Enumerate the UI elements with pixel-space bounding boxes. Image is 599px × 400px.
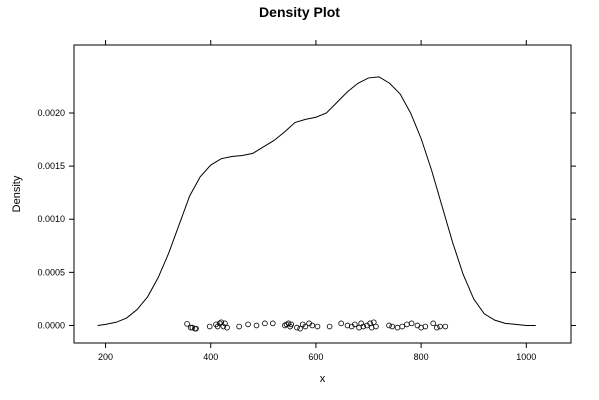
rug-point bbox=[437, 323, 443, 330]
rug-point bbox=[408, 320, 415, 327]
rug-point bbox=[262, 320, 268, 327]
rug-point bbox=[206, 323, 213, 330]
rug-point bbox=[189, 324, 196, 331]
rug-point bbox=[326, 323, 333, 330]
plot-frame bbox=[73, 44, 572, 344]
rug-point bbox=[220, 323, 227, 330]
x-tick-label: 1000 bbox=[516, 352, 536, 362]
rug-point bbox=[184, 321, 190, 327]
rug-point bbox=[224, 324, 230, 331]
x-tick-label: 400 bbox=[203, 352, 218, 362]
y-axis-label: Density bbox=[11, 175, 23, 212]
rug-point bbox=[389, 323, 395, 330]
rug-point bbox=[386, 322, 392, 329]
rug-point bbox=[269, 320, 276, 327]
rug-point bbox=[404, 321, 410, 328]
x-tick-label: 200 bbox=[98, 352, 113, 362]
rug-point bbox=[360, 323, 367, 330]
y-ticks: 0.0000 0.0005 0.0010 0.0015 0.0020 bbox=[37, 108, 576, 330]
rug-point bbox=[422, 323, 429, 330]
rug-point bbox=[442, 323, 449, 330]
x-ticks: 200 400 600 800 1000 bbox=[98, 40, 536, 362]
x-tick-label: 600 bbox=[308, 352, 323, 362]
rug-point bbox=[297, 325, 303, 332]
rug-point bbox=[187, 324, 194, 331]
rug-point bbox=[314, 323, 321, 330]
rug-point bbox=[373, 323, 379, 330]
rug-point bbox=[338, 320, 344, 327]
rug-point bbox=[434, 324, 440, 331]
rug-point bbox=[309, 322, 316, 329]
rug-points bbox=[184, 319, 449, 332]
rug-point bbox=[253, 322, 260, 329]
rug-point bbox=[288, 321, 295, 328]
x-tick-label: 800 bbox=[414, 352, 429, 362]
y-tick-label: 0.0010 bbox=[37, 214, 65, 224]
rug-point bbox=[285, 320, 292, 327]
rug-point bbox=[245, 321, 251, 328]
rug-point bbox=[394, 324, 401, 331]
y-tick-label: 0.0020 bbox=[37, 108, 65, 118]
chart-title: Density Plot bbox=[259, 4, 340, 20]
rug-point bbox=[294, 324, 300, 331]
rug-point bbox=[399, 323, 405, 330]
y-tick-label: 0.0015 bbox=[37, 161, 65, 171]
rug-point bbox=[216, 320, 223, 327]
rug-point bbox=[352, 321, 358, 328]
y-tick-label: 0.0000 bbox=[37, 320, 65, 330]
x-axis-label: x bbox=[320, 373, 326, 385]
y-tick-label: 0.0005 bbox=[37, 267, 65, 277]
rug-point bbox=[430, 320, 437, 327]
rug-point bbox=[236, 323, 242, 330]
rug-point bbox=[302, 323, 309, 330]
density-curve bbox=[97, 76, 536, 326]
rug-point bbox=[193, 325, 199, 332]
